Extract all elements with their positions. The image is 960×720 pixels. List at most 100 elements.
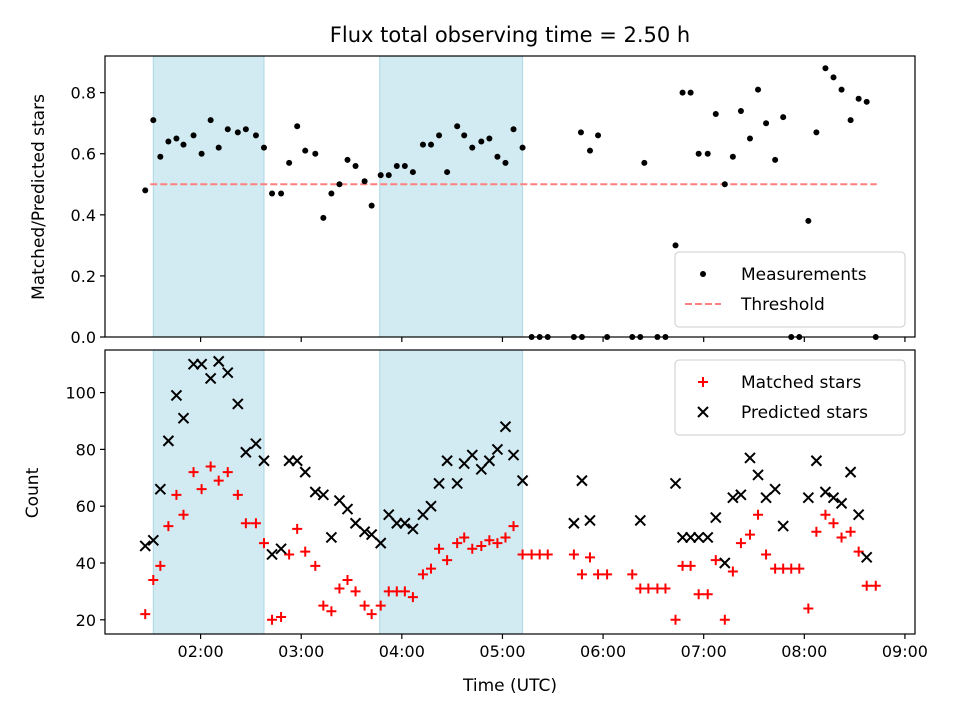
bottom-point-0-67 <box>735 538 746 549</box>
bottom-point-0-27 <box>366 609 377 620</box>
bottom-point-1-59 <box>744 452 756 464</box>
top-point-0-22 <box>328 190 335 197</box>
top-point-0-41 <box>486 135 493 142</box>
bottom-point-1-7 <box>195 358 208 370</box>
top-point-0-4 <box>173 135 180 142</box>
top-point-0-7 <box>198 150 205 157</box>
bottom-point-0-65 <box>719 614 730 625</box>
top-point-0-30 <box>393 162 400 169</box>
bottom-y-axis-label: Count <box>23 467 43 518</box>
bottom-point-0-32 <box>407 592 418 603</box>
top-point-0-53 <box>595 132 602 139</box>
bottom-point-1-5 <box>177 412 190 424</box>
bottom-ytick-label-4: 100 <box>65 384 96 403</box>
bottom-point-1-67 <box>827 491 840 504</box>
top-point-0-24 <box>344 156 351 163</box>
top-legend-box <box>674 251 906 328</box>
bottom-point-1-45 <box>516 474 529 487</box>
bottom-point-0-19 <box>300 546 311 557</box>
top-point-0-25 <box>352 162 359 169</box>
bottom-point-0-41 <box>484 535 495 546</box>
top-point-0-57 <box>641 159 648 166</box>
top-point-0-17 <box>286 159 293 166</box>
top-point-0-21 <box>320 214 327 221</box>
bottom-point-0-10 <box>222 467 233 478</box>
top-point-0-40 <box>478 138 485 145</box>
bottom-point-1-8 <box>204 372 217 385</box>
bottom-point-1-9 <box>212 355 225 368</box>
top-point-0-2 <box>157 153 164 160</box>
bottom-point-0-52 <box>593 569 604 580</box>
bottom-point-0-40 <box>476 540 487 551</box>
bottom-point-0-63 <box>702 589 713 600</box>
bottom-point-1-31 <box>399 517 411 529</box>
top-point-0-81 <box>847 117 854 124</box>
top-point-0-37 <box>454 123 461 130</box>
bottom-point-1-1 <box>147 534 160 546</box>
top-point-0-38 <box>461 132 468 139</box>
bottom-point-0-21 <box>318 600 329 611</box>
bottom-ytick-label-1: 40 <box>76 554 96 573</box>
top-ytick-label-2: 0.4 <box>71 206 96 225</box>
top-ytick-label-4: 0.8 <box>71 84 96 103</box>
top-point-0-45 <box>519 144 526 151</box>
top-point-0-67 <box>729 153 736 160</box>
bottom-legend-box <box>674 359 906 436</box>
bottom-point-1-35 <box>433 477 445 490</box>
top-point-0-8 <box>207 117 214 124</box>
bottom-point-1-53 <box>692 531 705 544</box>
bottom-point-0-43 <box>500 532 511 543</box>
bottom-point-1-39 <box>466 449 478 461</box>
bottom-point-0-78 <box>828 518 839 529</box>
bottom-point-1-58 <box>735 489 747 501</box>
bottom-point-1-28 <box>374 537 387 549</box>
bottom-axes-frame <box>104 349 916 635</box>
top-point-0-19 <box>302 147 309 154</box>
bottom-point-0-59 <box>670 614 681 625</box>
bottom-point-1-44 <box>507 449 520 461</box>
bottom-series-1 <box>139 355 873 569</box>
top-point-0-70 <box>755 86 762 93</box>
top-point-0-16 <box>278 190 285 197</box>
bottom-point-1-32 <box>407 523 419 535</box>
top-legend-label-1: Threshold <box>740 295 825 315</box>
bottom-point-1-42 <box>491 443 504 456</box>
top-point-0-76 <box>805 217 812 224</box>
bottom-point-0-82 <box>861 580 872 591</box>
top-point-0-31 <box>401 162 408 169</box>
bottom-point-1-60 <box>752 469 764 481</box>
bottom-legend-marker-0 <box>698 377 708 387</box>
top-point-0-66 <box>721 181 728 188</box>
bottom-point-0-69 <box>753 509 764 520</box>
bottom-point-0-20 <box>310 560 321 571</box>
bottom-series-0 <box>140 461 881 625</box>
top-point-0-60 <box>672 242 679 249</box>
bottom-point-0-11 <box>232 489 243 500</box>
bottom-point-1-26 <box>358 526 371 538</box>
bottom-point-0-26 <box>359 600 370 611</box>
bottom-point-0-12 <box>240 518 251 529</box>
bottom-point-0-50 <box>576 569 587 580</box>
bottom-point-1-15 <box>266 548 278 561</box>
xtick-label-0: 02:00 <box>178 642 224 661</box>
bottom-point-0-13 <box>250 518 261 529</box>
bottom-point-1-62 <box>769 483 781 495</box>
xtick-label-6: 08:00 <box>781 642 827 661</box>
bottom-point-0-51 <box>584 552 595 563</box>
xtick-label-3: 05:00 <box>479 642 525 661</box>
bottom-point-1-25 <box>349 517 362 529</box>
bottom-legend-marker-1 <box>697 406 709 418</box>
top-point-0-65 <box>712 111 719 118</box>
bottom-point-1-36 <box>441 455 453 467</box>
top-axes-frame <box>104 55 916 338</box>
bottom-point-0-39 <box>467 543 478 554</box>
top-point-0-44 <box>510 126 517 133</box>
top-point-0-39 <box>469 144 476 151</box>
bottom-point-0-0 <box>140 609 151 620</box>
bottom-point-0-83 <box>870 580 881 591</box>
top-point-0-35 <box>436 132 443 139</box>
top-point-0-18 <box>294 123 301 130</box>
top-point-0-77 <box>813 129 820 136</box>
top-legend-label-0: Measurements <box>741 265 867 285</box>
